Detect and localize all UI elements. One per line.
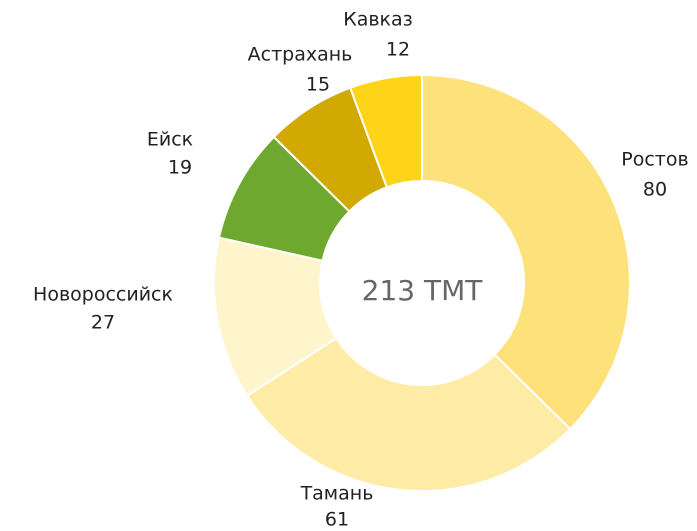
slice-value: 15 (306, 74, 330, 96)
slice-label: Астрахань (248, 44, 353, 66)
slice-value: 19 (168, 157, 192, 179)
slice-value: 80 (643, 179, 667, 201)
slice-value: 27 (91, 312, 115, 334)
slice-label: Тамань (300, 483, 374, 505)
donut-slice (421, 73, 631, 431)
slice-label: Кавказ (343, 9, 413, 31)
slice-label: Ейск (147, 129, 193, 151)
slice-value: 61 (325, 509, 349, 531)
center-label: 213 ТМТ (362, 274, 484, 307)
slice-label: Новороссийск (33, 284, 173, 306)
donut-slice (245, 336, 572, 492)
slice-value: 12 (386, 39, 410, 61)
donut-slice (348, 73, 423, 189)
slice-label: Ростов (621, 149, 688, 171)
